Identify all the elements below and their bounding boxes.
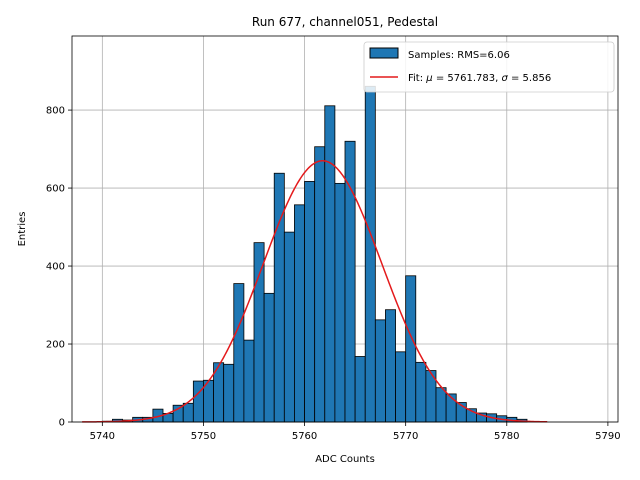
x-axis-label: ADC Counts	[315, 454, 375, 465]
histogram-bar	[183, 403, 193, 422]
x-tick-label: 5780	[494, 431, 519, 442]
histogram-bar	[234, 284, 244, 422]
histogram-bar	[335, 183, 345, 422]
histogram-bar	[305, 181, 315, 422]
y-tick-label: 600	[46, 184, 65, 195]
histogram-bar	[173, 405, 183, 422]
histogram-bar	[315, 147, 325, 422]
x-tick-label: 5770	[393, 431, 418, 442]
histogram-bars	[102, 86, 527, 422]
chart-title: Run 677, channel051, Pedestal	[252, 15, 438, 29]
histogram-bar	[254, 243, 264, 422]
histogram-bar	[224, 364, 234, 422]
histogram-bar	[375, 320, 385, 422]
histogram-bar	[365, 86, 375, 422]
histogram-bar	[193, 381, 203, 422]
histogram-bar	[284, 232, 294, 422]
x-tick-label: 5740	[90, 431, 115, 442]
histogram-bar	[436, 388, 446, 422]
legend-fit-label: Fit: μ = 5761.783, σ = 5.856	[408, 73, 551, 84]
histogram-bar	[345, 141, 355, 422]
histogram-bar	[244, 340, 254, 422]
y-axis-label: Entries	[17, 212, 28, 247]
y-tick-label: 0	[59, 418, 65, 429]
histogram-bar	[264, 293, 274, 422]
y-tick-label: 400	[46, 262, 65, 273]
y-tick-label: 200	[46, 340, 65, 351]
histogram-bar	[406, 276, 416, 422]
legend-histogram-label: Samples: RMS=6.06	[408, 50, 510, 61]
histogram-bar	[416, 362, 426, 422]
histogram-bar	[385, 310, 395, 422]
y-tick-label: 800	[46, 106, 65, 117]
legend-histogram-swatch	[370, 48, 398, 58]
histogram-bar	[294, 205, 304, 422]
x-tick-label: 5750	[191, 431, 216, 442]
legend: Samples: RMS=6.06 Fit: μ = 5761.783, σ =…	[364, 42, 614, 92]
histogram-bar	[274, 173, 284, 422]
histogram-bar	[396, 352, 406, 422]
x-tick-label: 5760	[292, 431, 317, 442]
x-tick-label: 5790	[595, 431, 620, 442]
histogram-bar	[355, 356, 365, 422]
histogram-bar	[325, 106, 335, 422]
